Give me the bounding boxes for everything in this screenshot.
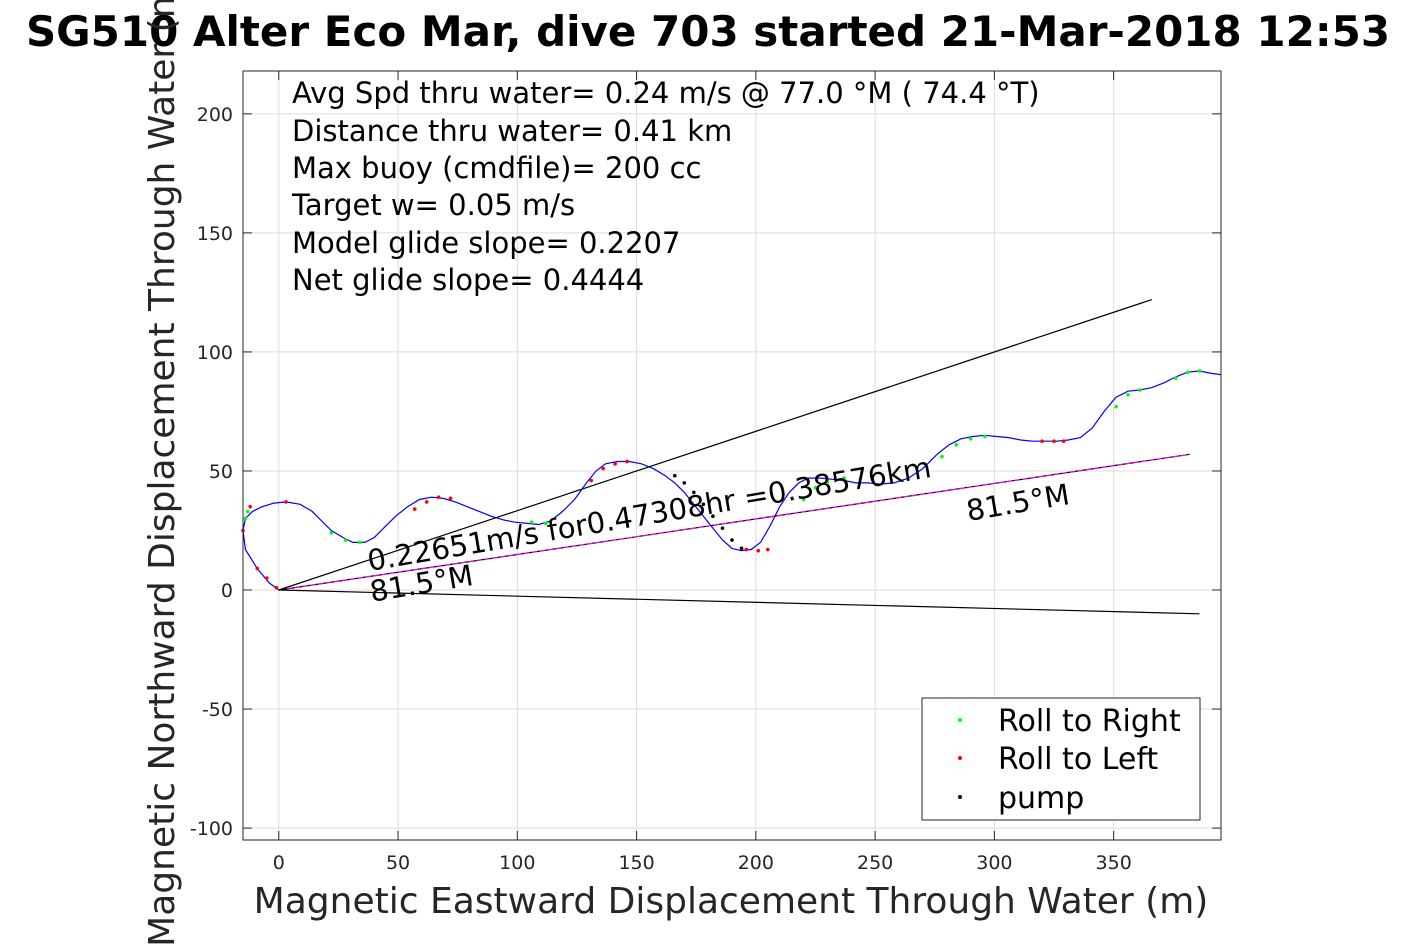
roll-left-point <box>1052 439 1056 444</box>
x-tick-label: 150 <box>618 852 654 874</box>
roll-left-point <box>756 548 761 553</box>
plot-frame <box>242 70 1222 841</box>
x-tick-label: 250 <box>857 852 893 874</box>
roll-left-point <box>1040 439 1044 444</box>
roll-right-point <box>1185 370 1190 374</box>
axis-ticks: 0 50 100 150 200 250 300 350 -100 -50 0 50 100 150 200 <box>190 71 1221 874</box>
roll-left-point <box>412 507 417 511</box>
legend-label-roll-left: Roll to Left <box>998 742 1158 777</box>
roll-right-point <box>842 476 846 480</box>
x-tick-label: 50 <box>386 852 410 874</box>
pump-point <box>720 526 725 530</box>
roll-left-point <box>436 495 441 499</box>
roll-right-point <box>801 497 806 502</box>
info-block: Avg Spd thru water= 0.24 m/s @ 77.0 °M (… <box>291 76 1040 297</box>
pump-point <box>730 538 734 542</box>
y-tick-label: 100 <box>197 342 233 364</box>
roll-left-point <box>248 504 252 509</box>
roll-right-point <box>983 434 987 439</box>
chart-title: SG510 Alter Eco Mar, dive 703 started 21… <box>26 7 1390 56</box>
pump-point <box>672 473 677 478</box>
roll-right-point <box>1138 388 1142 392</box>
roll-left-point <box>424 500 429 504</box>
roll-right-point <box>825 479 830 484</box>
legend-marker-roll-right <box>958 718 962 722</box>
roll-right-point <box>1173 376 1178 380</box>
data-markers <box>241 369 1202 590</box>
roll-left-point <box>589 478 594 483</box>
roll-left-point <box>1061 439 1066 444</box>
roll-right-point <box>358 540 362 545</box>
y-tick-label: -50 <box>202 699 233 721</box>
roll-left-point <box>613 462 617 466</box>
pump-point <box>701 502 706 507</box>
legend-marker-roll-left <box>958 756 962 760</box>
pump-point <box>692 490 696 495</box>
info-target-w: Target w= 0.05 m/s <box>291 188 575 222</box>
series-line-lower-bound <box>278 589 1200 615</box>
legend-label-pump: pump <box>998 781 1084 816</box>
legend: Roll to Right Roll to Left pump <box>921 697 1201 821</box>
roll-left-point <box>765 547 770 552</box>
roll-left-point <box>265 576 269 580</box>
roll-right-point <box>1126 392 1130 397</box>
x-tick-label: 100 <box>499 852 535 874</box>
x-tick-label: 0 <box>273 852 285 874</box>
roll-right-point <box>940 454 944 459</box>
series-line-upper-bound <box>278 299 1152 591</box>
y-tick-label: 150 <box>197 223 233 245</box>
y-axis-label: Magnetic Northward Displacement Through … <box>142 0 183 945</box>
y-tick-label: 200 <box>197 104 233 126</box>
pump-point <box>739 546 744 551</box>
roll-right-point <box>329 531 334 535</box>
info-max-buoy: Max buoy (cmdfile)= 200 cc <box>292 151 701 185</box>
roll-left-point <box>625 459 629 464</box>
pump-point <box>711 514 715 519</box>
x-tick-label: 350 <box>1096 852 1132 874</box>
roll-right-point <box>343 538 348 542</box>
legend-box <box>921 697 1201 821</box>
y-tick-label: -100 <box>190 818 233 840</box>
info-distance: Distance thru water= 0.41 km <box>292 114 732 148</box>
roll-right-point <box>544 521 548 526</box>
roll-right-point <box>529 520 534 524</box>
roll-right-point <box>245 509 250 514</box>
x-axis-label: Magnetic Eastward Displacement Through W… <box>254 881 1209 922</box>
x-tick-label: 300 <box>976 852 1012 874</box>
roll-right-point <box>1197 369 1202 373</box>
info-avg-speed: Avg Spd thru water= 0.24 m/s @ 77.0 °M (… <box>292 76 1040 110</box>
roll-left-point <box>274 585 279 590</box>
roll-left-point <box>744 547 749 552</box>
roll-right-point <box>968 437 973 441</box>
roll-left-point <box>448 496 453 501</box>
info-model-glide-slope: Model glide slope= 0.2207 <box>292 226 680 260</box>
roll-right-point <box>813 485 818 490</box>
info-net-glide-slope: Net glide slope= 0.4444 <box>292 263 644 297</box>
roll-left-point <box>255 566 260 571</box>
roll-left-point <box>284 500 288 504</box>
x-tick-label: 200 <box>738 852 774 874</box>
roll-right-point <box>1114 404 1118 409</box>
roll-right-point <box>243 516 248 521</box>
roll-left-point <box>601 466 605 471</box>
series-line-current-direction <box>278 453 1191 591</box>
legend-label-roll-right: Roll to Right <box>998 704 1181 739</box>
y-tick-label: 50 <box>209 461 233 483</box>
legend-marker-pump <box>958 795 962 799</box>
roll-right-point <box>954 442 959 447</box>
pump-point <box>682 481 687 485</box>
y-tick-label: 0 <box>221 580 233 602</box>
